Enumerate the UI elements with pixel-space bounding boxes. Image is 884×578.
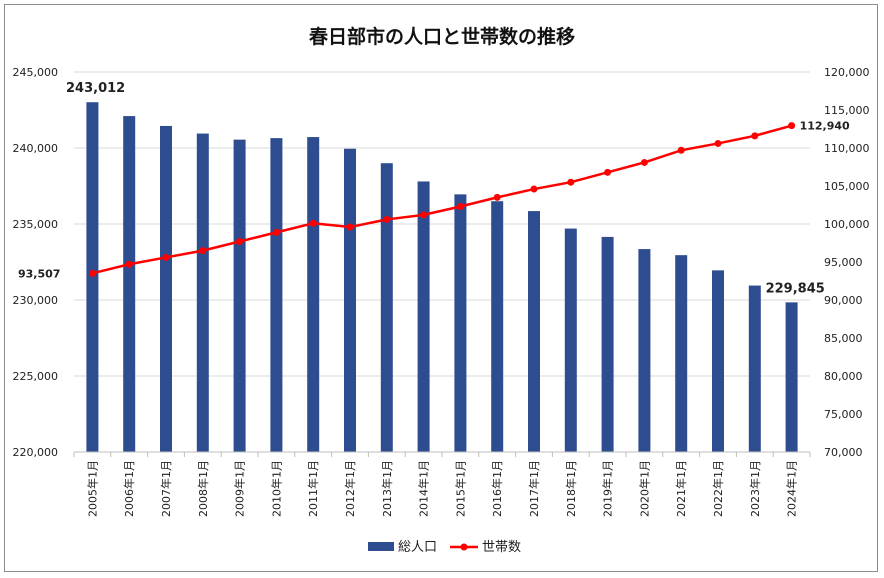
population-last-label: 229,845: [766, 281, 825, 296]
x-tick-label: 2015年1月: [453, 460, 467, 517]
x-tick-label: 2007年1月: [159, 460, 173, 517]
population-bar: [86, 102, 99, 453]
chart-title: 春日部市の人口と世帯数の推移: [308, 26, 575, 48]
y-right-tick-label: 100,000: [824, 218, 870, 231]
y-right-tick-label: 110,000: [824, 142, 870, 155]
x-tick-label: 2020年1月: [637, 460, 651, 517]
households-point: [677, 146, 685, 154]
legend-swatch-households-marker: [460, 543, 468, 551]
x-tick-label: 2005年1月: [85, 460, 99, 517]
households-line-path: [92, 124, 792, 275]
x-tick-label: 2017年1月: [527, 460, 541, 517]
y-right-tick-label: 80,000: [824, 370, 863, 383]
x-tick-label: 2014年1月: [417, 460, 431, 517]
x-tick-label: 2008年1月: [196, 460, 210, 517]
y-right-tick-label: 70,000: [824, 446, 863, 459]
households-point: [88, 269, 96, 277]
x-tick-label: 2013年1月: [380, 460, 394, 517]
x-tick-label: 2011年1月: [306, 460, 320, 517]
legend: 総人口 世帯数: [368, 540, 521, 555]
y-right-tick-label: 120,000: [824, 66, 870, 79]
y-left-tick-label: 225,000: [13, 370, 59, 383]
chart-frame: [4, 4, 878, 572]
households-point: [272, 228, 280, 236]
households-line: [88, 122, 796, 277]
population-bar: [196, 133, 209, 452]
y-right-tick-label: 90,000: [824, 294, 863, 307]
x-tick-label: 2022年1月: [711, 460, 725, 517]
households-first-label: 93,507: [18, 267, 60, 280]
y-right-tick-label: 95,000: [824, 256, 863, 269]
households-point: [530, 185, 538, 193]
population-bar: [270, 138, 283, 452]
y-left-tick-label: 240,000: [13, 142, 59, 155]
left-axis: 220,000 225,000 230,000 235,000 240,000 245,0…: [13, 66, 59, 459]
x-tick-label: 2010年1月: [269, 460, 283, 517]
population-bar: [160, 125, 172, 453]
population-bar: [454, 194, 467, 453]
population-bar: [307, 137, 320, 452]
x-tick-label: 2019年1月: [601, 460, 615, 517]
population-bar: [233, 139, 246, 452]
y-right-tick-label: 85,000: [824, 332, 863, 345]
population-bar: [491, 201, 504, 452]
households-point: [714, 139, 722, 147]
y-right-tick-label: 75,000: [824, 408, 863, 421]
households-last-label: 112,940: [800, 120, 850, 133]
y-right-tick-label: 115,000: [824, 104, 870, 117]
households-point: [456, 203, 464, 211]
population-bar: [785, 302, 798, 452]
right-axis: 70,000 75,000 80,000 85,000 90,000 95,000 100,…: [824, 66, 870, 459]
population-bar: [601, 236, 614, 452]
legend-label-households: 世帯数: [482, 540, 521, 555]
population-bar: [123, 116, 136, 452]
legend-label-population: 総人口: [398, 540, 437, 555]
y-left-tick-label: 230,000: [13, 294, 59, 307]
x-tick-label: 2023年1月: [748, 460, 762, 517]
y-right-tick-label: 105,000: [824, 180, 870, 193]
population-bar: [675, 255, 688, 452]
households-point: [383, 215, 391, 223]
households-point: [751, 132, 759, 140]
x-tick-label: 2016年1月: [490, 460, 504, 517]
x-tick-label: 2009年1月: [233, 460, 247, 517]
households-point: [162, 253, 170, 261]
households-point: [346, 223, 354, 231]
population-bar: [638, 249, 651, 452]
gridlines: [74, 71, 810, 453]
x-tick-label: 2024年1月: [785, 460, 799, 517]
population-bar: [380, 163, 393, 452]
households-point: [567, 178, 575, 186]
population-bar: [712, 270, 724, 452]
households-point: [309, 219, 317, 227]
y-left-tick-label: 235,000: [13, 218, 59, 231]
population-bar: [344, 148, 356, 452]
population-bars: [86, 102, 798, 453]
households-point: [125, 260, 133, 268]
x-tick-label: 2006年1月: [122, 460, 136, 517]
households-point: [493, 193, 501, 201]
households-point: [420, 211, 428, 219]
y-left-tick-label: 220,000: [13, 446, 59, 459]
x-tick-label: 2018年1月: [564, 460, 578, 517]
population-first-label: 243,012: [66, 81, 125, 96]
population-bar: [748, 285, 761, 452]
x-tick-label: 2021年1月: [674, 460, 688, 517]
x-tick-label: 2012年1月: [343, 460, 357, 517]
population-bar: [564, 228, 577, 452]
population-bar: [417, 181, 430, 452]
households-point: [199, 247, 207, 255]
legend-swatch-population: [368, 542, 394, 551]
y-left-tick-label: 245,000: [13, 66, 59, 79]
households-point: [604, 168, 612, 176]
households-point: [640, 158, 648, 166]
households-point: [236, 237, 244, 245]
households-point: [788, 122, 796, 130]
x-axis: 2005年1月 2006年1月 2007年1月 2008年1月 2009年1月 2010年…: [73, 451, 811, 517]
data-labels: 243,012 229,845 93,507 112,940: [18, 81, 850, 296]
population-bar: [528, 211, 540, 452]
